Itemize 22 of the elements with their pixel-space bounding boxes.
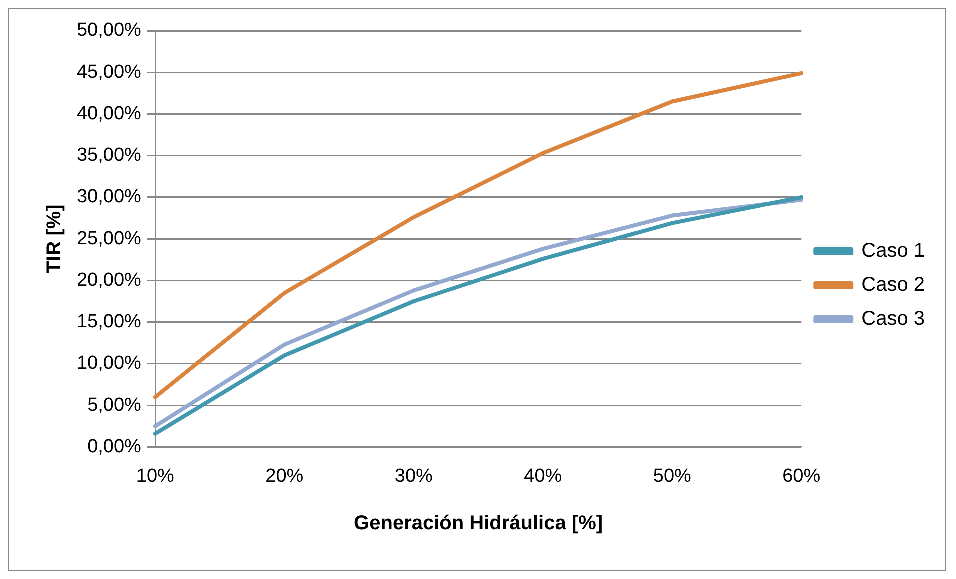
y-tick-label: 20,00%	[76, 270, 142, 291]
y-tick-label: 15,00%	[76, 312, 142, 333]
y-tick-label: 10,00%	[76, 353, 142, 374]
x-tick-label: 20%	[266, 466, 304, 487]
y-tick-label: 45,00%	[76, 62, 142, 83]
y-tick-label: 30,00%	[76, 186, 142, 208]
y-tick-label: 5,00%	[88, 394, 142, 416]
y-tick-label: 50,00%	[76, 20, 142, 42]
x-tick-label: 40%	[524, 466, 562, 487]
x-tick-label: 60%	[782, 466, 821, 487]
legend-label: Caso 2	[862, 274, 926, 296]
x-tick-label: 30%	[394, 466, 434, 487]
y-tick-label: 35,00%	[76, 145, 142, 166]
x-axis-title: Generación Hidráulica [%]	[354, 512, 604, 535]
legend-label: Caso 1	[862, 240, 926, 262]
x-tick-label: 10%	[136, 466, 175, 487]
x-tick-label: 50%	[653, 466, 692, 487]
legend-label: Caso 3	[862, 308, 926, 330]
y-tick-label: 25,00%	[76, 228, 142, 250]
y-axis-title: TIR [%]	[44, 204, 66, 274]
y-tick-label: 40,00%	[76, 103, 142, 124]
y-tick-label: 0,00%	[88, 436, 142, 458]
